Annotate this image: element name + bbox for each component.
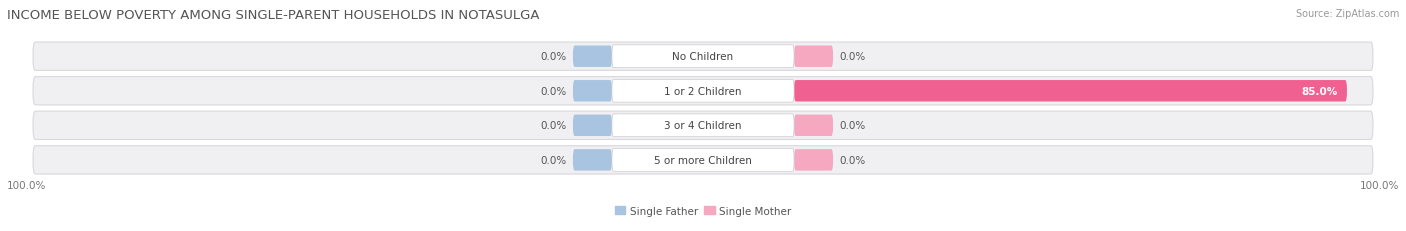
FancyBboxPatch shape [34, 112, 1372, 140]
Text: INCOME BELOW POVERTY AMONG SINGLE-PARENT HOUSEHOLDS IN NOTASULGA: INCOME BELOW POVERTY AMONG SINGLE-PARENT… [7, 9, 540, 22]
Text: 0.0%: 0.0% [540, 86, 567, 96]
Text: 100.0%: 100.0% [7, 180, 46, 190]
FancyBboxPatch shape [34, 43, 1372, 71]
Text: 100.0%: 100.0% [1360, 180, 1399, 190]
FancyBboxPatch shape [572, 46, 612, 68]
FancyBboxPatch shape [572, 115, 612, 137]
FancyBboxPatch shape [34, 77, 1372, 106]
FancyBboxPatch shape [794, 46, 834, 68]
Legend: Single Father, Single Mother: Single Father, Single Mother [610, 202, 796, 220]
FancyBboxPatch shape [794, 115, 834, 137]
FancyBboxPatch shape [612, 46, 794, 68]
Text: 85.0%: 85.0% [1301, 86, 1337, 96]
FancyBboxPatch shape [572, 81, 612, 102]
Text: 5 or more Children: 5 or more Children [654, 155, 752, 165]
Text: 0.0%: 0.0% [540, 52, 567, 62]
Text: 1 or 2 Children: 1 or 2 Children [664, 86, 742, 96]
Text: 0.0%: 0.0% [839, 52, 866, 62]
Text: 0.0%: 0.0% [839, 155, 866, 165]
Text: 3 or 4 Children: 3 or 4 Children [664, 121, 742, 131]
Text: 0.0%: 0.0% [540, 155, 567, 165]
FancyBboxPatch shape [612, 149, 794, 172]
FancyBboxPatch shape [794, 81, 1347, 102]
Text: 0.0%: 0.0% [540, 121, 567, 131]
FancyBboxPatch shape [572, 149, 612, 171]
FancyBboxPatch shape [34, 146, 1372, 174]
Text: No Children: No Children [672, 52, 734, 62]
FancyBboxPatch shape [794, 149, 834, 171]
Text: Source: ZipAtlas.com: Source: ZipAtlas.com [1295, 9, 1399, 19]
Text: 0.0%: 0.0% [839, 121, 866, 131]
FancyBboxPatch shape [612, 80, 794, 103]
FancyBboxPatch shape [612, 114, 794, 137]
